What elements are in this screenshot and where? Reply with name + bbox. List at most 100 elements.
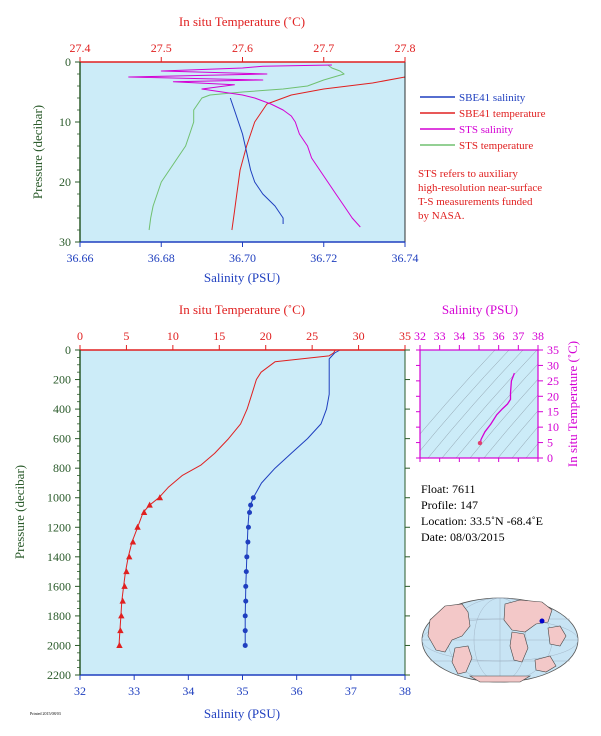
lower-bottom-axis-tick-label: 32	[74, 684, 86, 698]
upper-top-axis-tick-label: 27.4	[70, 41, 91, 55]
lower-top-axis-tick-label: 35	[399, 329, 411, 343]
profile-number: Profile: 147	[421, 498, 478, 512]
lower-left-axis-tick-label: 0	[65, 343, 71, 357]
temperature-profile-marker	[121, 582, 128, 589]
float-location-marker	[539, 618, 545, 624]
salinity-profile-marker	[242, 642, 248, 648]
ts-top-axis-tick-label: 32	[414, 329, 426, 343]
ts-right-axis-tick-label: 0	[547, 451, 553, 465]
lower-left-axis-tick-label: 2200	[47, 668, 71, 682]
lower-bottom-axis-tick-label: 38	[399, 684, 411, 698]
lower-top-axis-tick-label: 20	[260, 329, 272, 343]
temperature-profile-marker	[117, 627, 124, 634]
salinity-profile-marker	[245, 524, 251, 530]
upper-bottom-axis-tick-label: 36.72	[310, 251, 337, 265]
density-contour	[420, 350, 510, 452]
salinity-profile-marker	[242, 613, 248, 619]
lower-left-axis-title: Pressure (decibar)	[12, 465, 27, 559]
salinity-profile-marker	[247, 510, 253, 515]
ts-plot-area	[420, 350, 538, 458]
lower-top-axis-tick-label: 25	[306, 329, 318, 343]
temperature-profile-marker	[146, 501, 153, 508]
lower-plot-area	[80, 350, 405, 675]
lower-series-layer	[116, 349, 341, 648]
upper-bottom-axis-tick-label: 36.70	[229, 251, 256, 265]
density-contour	[525, 443, 538, 458]
annotation-line-4: by NASA.	[418, 210, 465, 222]
ts-top-axis-title: Salinity (PSU)	[442, 302, 518, 317]
ts-top-axis-tick-label: 38	[532, 329, 544, 343]
lower-bottom-axis-tick-label: 33	[128, 684, 140, 698]
lower-left-axis-tick-label: 1400	[47, 550, 71, 564]
upper-top-axis-tick-label: 27.7	[313, 41, 334, 55]
annotation-line-1: STS refers to auxiliary	[418, 168, 518, 180]
temperature-profile-marker	[129, 538, 137, 545]
upper-bottom-axis-tick-label: 36.74	[392, 251, 419, 265]
ts-right-axis-tick-label: 35	[547, 343, 559, 357]
lower-bottom-axis-tick-label: 34	[182, 684, 194, 698]
salinity-profile-marker	[243, 598, 249, 604]
salinity-profile-marker	[250, 495, 256, 501]
float-info: Float: 7611 Profile: 147 Location: 33.5˚…	[421, 481, 543, 545]
upper-bottom-axis-title: Salinity (PSU)	[204, 270, 280, 285]
ts-curve	[479, 372, 516, 446]
density-contour	[427, 350, 524, 458]
temperature-profile-marker	[134, 523, 141, 530]
legend-label-sts-temperature: STS temperature	[459, 140, 533, 152]
salinity-profile-marker	[243, 583, 249, 589]
density-contour	[420, 350, 496, 435]
ts-series-layer	[477, 372, 516, 446]
lower-left-axis-tick-label: 1800	[47, 609, 71, 623]
footer-note: Printed 2015/08/03	[30, 711, 61, 716]
upper-top-axis-tick-label: 27.8	[395, 41, 416, 55]
lower-left-axis-tick-label: 400	[53, 402, 71, 416]
upper-plot-area	[80, 62, 405, 242]
lower-left-axis-tick-label: 1200	[47, 520, 71, 534]
location-text: Location: 33.5˚N -68.4˚E	[421, 514, 543, 528]
ts-right-axis-tick-label: 10	[547, 420, 559, 434]
annotation-line-3: T-S measurements funded	[418, 196, 533, 208]
upper-left-axis-tick-label: 20	[59, 175, 71, 189]
upper-series-layer	[128, 64, 406, 231]
lower-left-axis-tick-label: 1000	[47, 491, 71, 505]
sts-annotation: STS refers to auxiliary high-resolution …	[418, 168, 542, 222]
upper-left-axis-tick-label: 10	[59, 115, 71, 129]
upper-axis-ticks: 27.4 27.5 27.6 27.7 27.8 36.66 36.68 36.70 36.72…	[59, 41, 419, 265]
ts-right-axis-title: In situ Temperature (˚C)	[565, 341, 580, 467]
ts-right-axis-tick-label: 30	[547, 358, 559, 372]
legend-label-sts-salinity: STS salinity	[459, 124, 514, 136]
density-contour	[497, 410, 538, 458]
ts-right-axis-tick-label: 5	[547, 436, 553, 450]
ts-density-contours	[420, 350, 538, 458]
lower-bottom-axis-tick-label: 35	[237, 684, 249, 698]
density-contour	[469, 378, 538, 458]
lower-panel: 0 5 10 15 20 25 30 35 32 33 34 35 36 37 38 0 200 400 600 80…	[12, 302, 411, 721]
sts-salinity-line	[128, 64, 361, 228]
upper-left-axis-tick-label: 0	[65, 55, 71, 69]
density-contour	[483, 394, 538, 458]
sbe41-temperature-line	[231, 76, 406, 231]
ts-top-axis-tick-label: 37	[512, 329, 524, 343]
salinity-profile-marker	[248, 502, 254, 508]
temperature-profile-line	[118, 349, 336, 646]
lower-axis-ticks: 0 5 10 15 20 25 30 35 32 33 34 35 36 37 38 0 200 400 600 80…	[47, 329, 411, 698]
lower-top-axis-tick-label: 5	[123, 329, 129, 343]
lower-bottom-axis-title: Salinity (PSU)	[204, 706, 280, 721]
salinity-profile-marker	[245, 539, 251, 545]
temperature-profile-marker	[123, 568, 130, 575]
upper-top-axis-tick-label: 27.6	[232, 41, 253, 55]
density-contour	[441, 350, 538, 458]
legend-label-sbe41-temperature: SBE41 temperature	[459, 108, 546, 120]
sts-temperature-line	[148, 64, 345, 231]
upper-panel: 27.4 27.5 27.6 27.7 27.8 36.66 36.68 36.70 36.72…	[30, 14, 419, 285]
float-id: Float: 7611	[421, 482, 476, 496]
annotation-line-2: high-resolution near-surface	[418, 182, 542, 194]
lower-left-axis-tick-label: 600	[53, 432, 71, 446]
lower-top-axis-tick-label: 30	[353, 329, 365, 343]
sbe41-salinity-line	[229, 97, 284, 224]
salinity-profile-marker	[242, 628, 248, 634]
upper-left-axis-title: Pressure (decibar)	[30, 105, 45, 199]
